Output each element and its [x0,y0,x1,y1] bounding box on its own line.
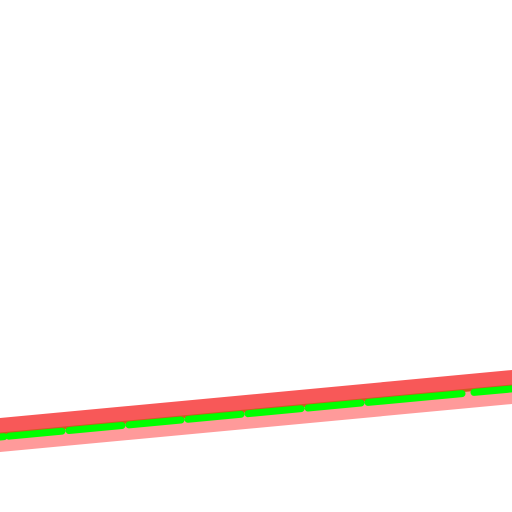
dash [184,410,245,423]
dashes [0,385,512,441]
dash [470,385,512,396]
dash [304,399,365,412]
dash [5,427,66,440]
dash [244,405,305,418]
upper-band [0,370,512,433]
dash [65,422,126,434]
dash [125,416,185,429]
dash [364,390,466,406]
